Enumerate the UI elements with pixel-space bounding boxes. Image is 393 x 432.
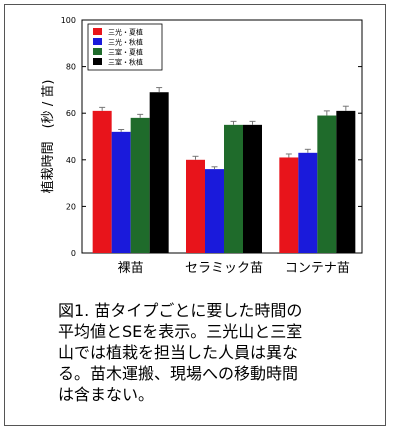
chart-labels: 0 20 40 60 80 100 裸苗 セラミック苗 コンテナ苗 [61, 16, 350, 276]
y-tick-label: 0 [71, 249, 76, 258]
legend-swatch [93, 38, 102, 45]
y-axis-label: 植栽時間 (秒 / 苗) [40, 80, 56, 194]
caption-line: は含まない。 [58, 385, 155, 404]
legend-swatch [93, 58, 102, 65]
caption-line: る。苗木運搬、現場への移動時間 [58, 364, 299, 383]
chart-bars [92, 87, 356, 254]
bar [317, 115, 337, 253]
bar [111, 131, 131, 253]
bar-chart: 0 20 40 60 80 100 裸苗 セラミック苗 コンテナ苗 三光・夏植三光・秋植三室・夏… [40, 16, 363, 276]
y-tick-label: 20 [66, 202, 76, 211]
x-category-label: セラミック苗 [185, 261, 263, 276]
legend-swatch [93, 28, 102, 35]
bar [224, 124, 243, 253]
caption-line: 平均値とSEを表示。三光山と三室 [58, 322, 303, 341]
legend-swatch [93, 48, 102, 55]
bar [186, 159, 205, 253]
legend-label: 三室・夏植 [108, 48, 143, 57]
figure-caption: 図1. 苗タイプごとに要した時間の 平均値とSEを表示。三光山と三室 山では植栽… [58, 300, 358, 405]
bar [149, 92, 169, 253]
legend-label: 三光・夏植 [108, 28, 143, 37]
y-tick-label: 40 [66, 156, 76, 165]
bar [298, 152, 318, 253]
caption-line: 山では植栽を担当した人員は異な [58, 343, 299, 362]
x-category-label: コンテナ苗 [285, 261, 350, 276]
caption-line: 図1. 苗タイプごとに要した時間の [58, 301, 303, 320]
legend-label: 三光・秋植 [108, 38, 143, 47]
legend-label: 三室・秋植 [108, 58, 143, 67]
bar [130, 117, 150, 253]
bar [205, 169, 224, 253]
y-tick-label: 80 [66, 63, 76, 72]
y-tick-label: 100 [61, 16, 76, 25]
bar [243, 124, 262, 253]
bar [336, 110, 356, 254]
bar [92, 110, 112, 254]
y-tick-label: 60 [66, 109, 76, 118]
bar [279, 157, 299, 253]
x-category-label: 裸苗 [118, 261, 144, 276]
